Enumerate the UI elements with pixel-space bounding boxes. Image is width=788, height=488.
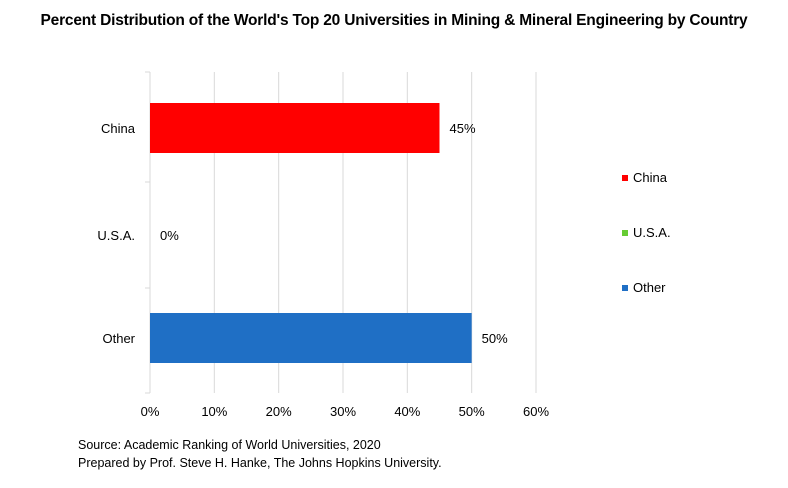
legend-swatch-china: [622, 174, 628, 181]
legend-label-usa: U.S.A.: [633, 225, 671, 240]
x-tick-label-10: 10%: [201, 404, 227, 419]
legend-item-other: Other: [622, 280, 666, 295]
x-tick-label-60: 60%: [523, 404, 549, 419]
chart-title: Percent Distribution of the World's Top …: [40, 12, 748, 29]
source-note: Source: Academic Ranking of World Univer…: [78, 436, 442, 472]
category-label-usa: U.S.A.: [97, 228, 135, 243]
x-tick-label-20: 20%: [266, 404, 292, 419]
bar-china: [150, 103, 440, 153]
legend-label-china: China: [633, 170, 667, 185]
legend-item-china: China: [622, 170, 667, 185]
category-label-other: Other: [102, 331, 135, 346]
x-tick-label-50: 50%: [459, 404, 485, 419]
legend-label-other: Other: [633, 280, 666, 295]
category-label-china: China: [101, 121, 136, 136]
data-label-usa: 0%: [160, 228, 179, 243]
legend-swatch-usa: [622, 229, 628, 236]
x-tick-label-0: 0%: [141, 404, 160, 419]
bars: [150, 103, 472, 363]
x-tick-label-40: 40%: [394, 404, 420, 419]
source-line: Source: Academic Ranking of World Univer…: [78, 438, 381, 452]
data-label-china: 45%: [450, 121, 476, 136]
labels: 0% 10% 20% 30% 40% 50% 60% China 45% U.S.A. 0% Othe…: [97, 121, 549, 419]
prepared-by-line: Prepared by Prof. Steve H. Hanke, The Jo…: [78, 456, 442, 470]
legend-swatch-other: [622, 284, 628, 291]
legend-item-usa: U.S.A.: [622, 225, 671, 240]
bar-other: [150, 313, 472, 363]
data-label-other: 50%: [482, 331, 508, 346]
x-tick-label-30: 30%: [330, 404, 356, 419]
